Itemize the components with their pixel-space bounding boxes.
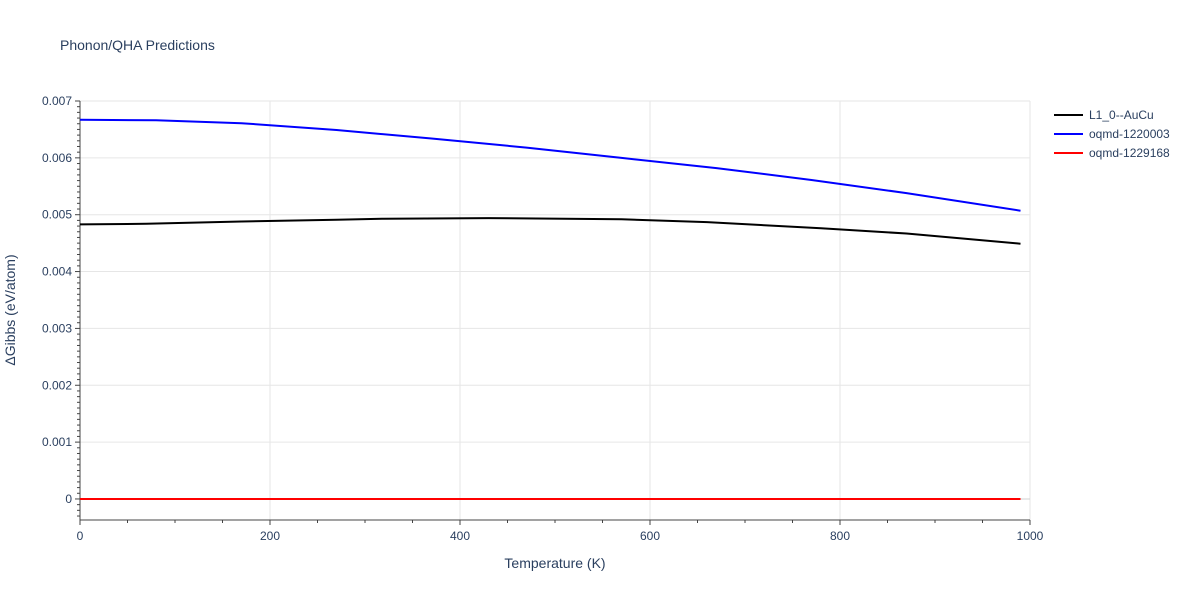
grid	[80, 100, 1031, 520]
y-tick-label: 0.002	[42, 378, 72, 392]
legend-label: oqmd-1220003	[1089, 127, 1170, 141]
axes: 0 200 400 600 800 1000 0 0.001 0.002 0.003 0.004 0.…	[42, 94, 1044, 543]
legend-item[interactable]: oqmd-1220003	[1054, 127, 1170, 141]
y-tick-label: 0.003	[42, 321, 72, 335]
x-tick-label: 400	[450, 529, 470, 543]
x-tick-label: 1000	[1017, 529, 1044, 543]
x-tick-label: 200	[260, 529, 280, 543]
legend-item[interactable]: L1_0--AuCu	[1054, 108, 1154, 122]
legend-label: L1_0--AuCu	[1089, 108, 1154, 122]
legend-item[interactable]: oqmd-1229168	[1054, 146, 1170, 160]
legend[interactable]: L1_0--AuCu oqmd-1220003 oqmd-1229168	[1054, 108, 1170, 160]
series-group	[79, 118, 1021, 500]
y-tick-label: 0.007	[42, 94, 72, 108]
x-axis-title: Temperature (K)	[504, 555, 605, 571]
y-tick-label: 0.005	[42, 208, 72, 222]
y-tick-label: 0.004	[42, 265, 72, 279]
y-tick-label: 0	[65, 492, 72, 506]
y-axis-title: ΔGibbs (eV/atom)	[2, 254, 18, 365]
y-tick-label: 0.006	[42, 151, 72, 165]
x-tick-label: 0	[77, 529, 84, 543]
y-tick-label: 0.001	[42, 435, 72, 449]
series-line	[79, 118, 1021, 212]
series-line	[79, 217, 1021, 245]
legend-label: oqmd-1229168	[1089, 146, 1170, 160]
chart-title: Phonon/QHA Predictions	[60, 37, 215, 53]
x-tick-label: 800	[830, 529, 850, 543]
x-tick-label: 600	[640, 529, 660, 543]
